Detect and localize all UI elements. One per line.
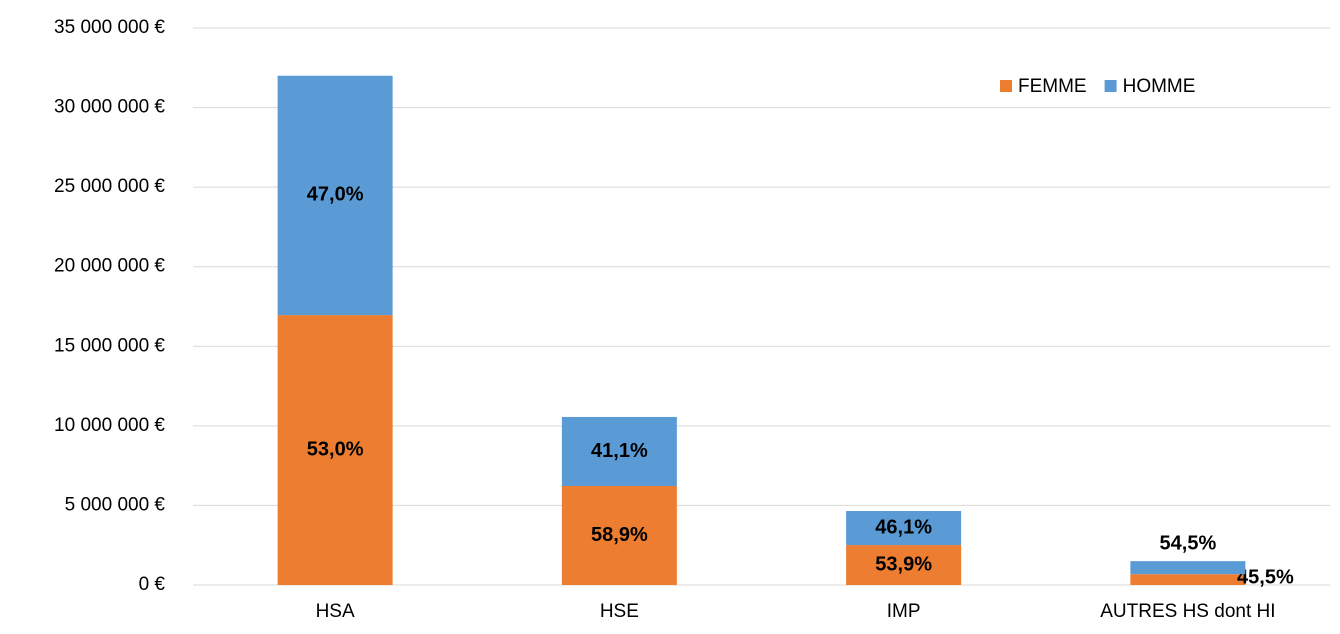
legend-swatch — [1104, 80, 1117, 92]
y-tick-label: 30 000 000 € — [54, 97, 165, 118]
legend-swatch — [1000, 80, 1012, 92]
y-tick-label: 25 000 000 € — [54, 176, 165, 197]
y-tick-label: 5 000 000 € — [65, 494, 166, 515]
bar-segment — [1130, 561, 1246, 575]
bar-segment — [277, 315, 393, 585]
legend-label: FEMME — [1018, 76, 1087, 97]
data-label: 41,1% — [591, 440, 648, 462]
x-tick-label: AUTRES HS dont HI — [1100, 601, 1275, 622]
legend-label: HOMME — [1123, 76, 1196, 97]
data-label: 54,5% — [1160, 532, 1217, 554]
bar-segment — [277, 75, 393, 316]
x-tick-label: HSA — [316, 601, 355, 622]
y-tick-label: 15 000 000 € — [54, 335, 165, 356]
bar-segment — [846, 510, 962, 546]
bar-segment — [846, 545, 962, 585]
data-label: 47,0% — [307, 184, 364, 206]
y-tick-label: 20 000 000 € — [54, 256, 165, 277]
bar-segment — [561, 486, 677, 585]
data-label: 45,5% — [1237, 566, 1294, 588]
data-label: 53,9% — [875, 553, 932, 575]
bar-segment — [1130, 574, 1246, 585]
data-label: 46,1% — [875, 516, 932, 538]
y-tick-label: 0 € — [139, 574, 166, 595]
bar-segment — [561, 416, 677, 487]
x-tick-label: HSE — [600, 601, 639, 622]
data-label: 58,9% — [591, 524, 648, 546]
data-label: 53,0% — [307, 438, 364, 460]
y-tick-label: 10 000 000 € — [54, 415, 165, 436]
y-tick-label: 35 000 000 € — [54, 17, 165, 38]
x-tick-label: IMP — [887, 601, 921, 622]
